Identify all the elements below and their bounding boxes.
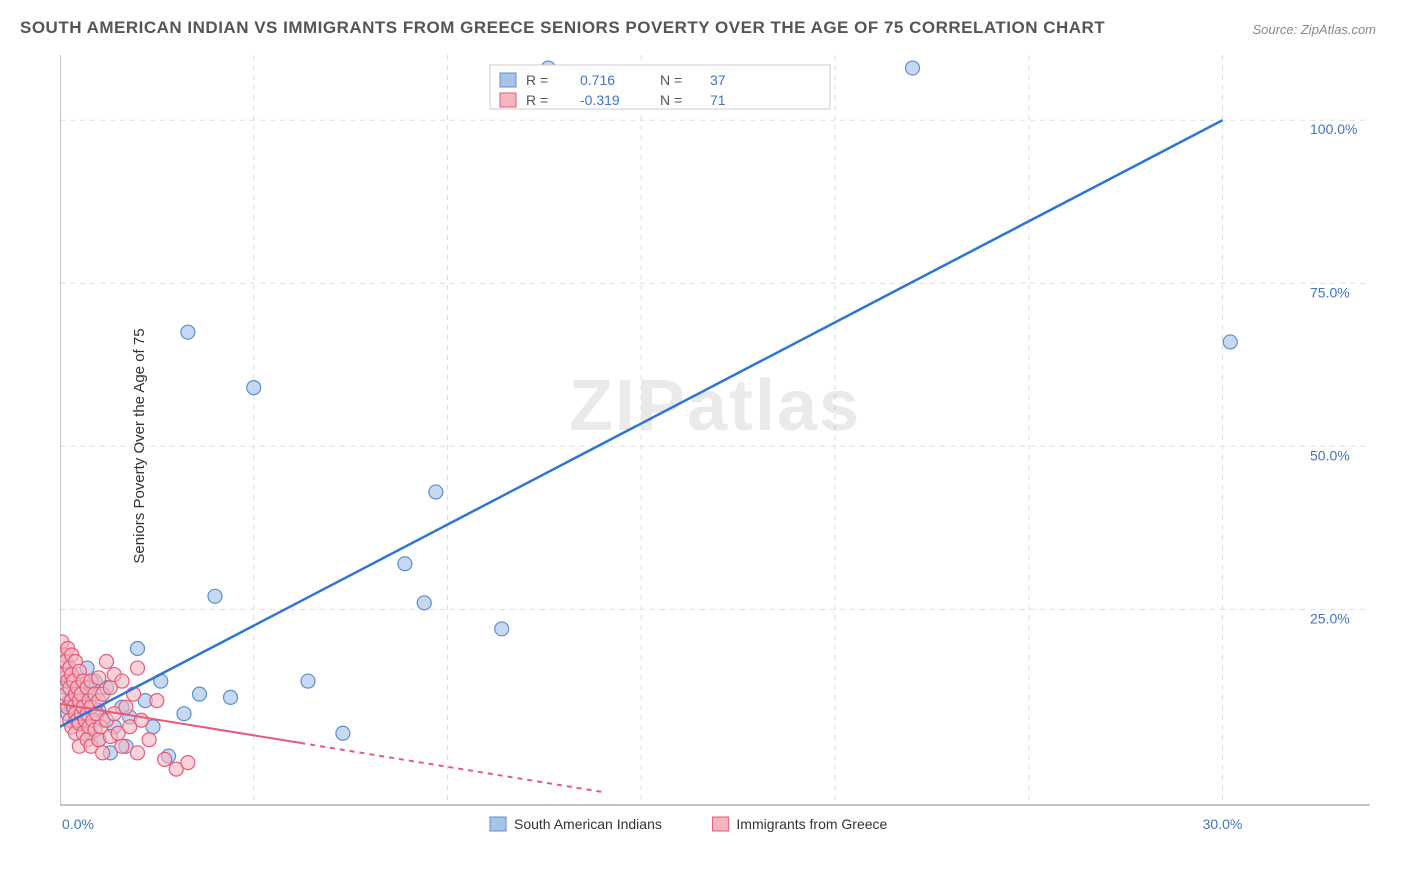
chart-svg: 25.0% 50.0% 75.0% 100.0% ZIPatlas 0.0% 30.0% R …	[60, 55, 1370, 845]
bottom-legend-swatch	[490, 817, 506, 831]
data-point	[247, 381, 261, 395]
legend-N-value: 71	[710, 92, 726, 108]
data-point	[115, 739, 129, 753]
watermark: ZIPatlas	[569, 366, 861, 446]
data-point	[131, 641, 145, 655]
data-point	[177, 707, 191, 721]
data-point	[150, 694, 164, 708]
chart-title: SOUTH AMERICAN INDIAN VS IMMIGRANTS FROM…	[20, 18, 1105, 38]
data-point	[301, 674, 315, 688]
data-point	[119, 700, 133, 714]
data-point	[158, 752, 172, 766]
legend-R-label: R =	[526, 92, 548, 108]
legend-N-label: N =	[660, 92, 682, 108]
data-point	[92, 671, 106, 685]
data-point	[224, 690, 238, 704]
data-point	[131, 661, 145, 675]
data-point	[429, 485, 443, 499]
data-point	[1223, 335, 1237, 349]
trend-line	[300, 743, 602, 792]
data-point	[417, 596, 431, 610]
legend-R-label: R =	[526, 72, 548, 88]
y-tick-label: 100.0%	[1310, 121, 1357, 137]
data-point	[131, 746, 145, 760]
data-point	[495, 622, 509, 636]
y-tick-label: 25.0%	[1310, 610, 1350, 626]
data-point	[181, 756, 195, 770]
y-tick-label: 50.0%	[1310, 447, 1350, 463]
data-point	[181, 325, 195, 339]
x-tick-label: 0.0%	[62, 816, 94, 832]
data-point	[142, 733, 156, 747]
data-point	[115, 674, 129, 688]
data-point	[193, 687, 207, 701]
data-point	[398, 557, 412, 571]
data-point	[100, 655, 114, 669]
legend-N-label: N =	[660, 72, 682, 88]
data-point	[208, 589, 222, 603]
bottom-legend-swatch	[712, 817, 728, 831]
legend-swatch	[500, 93, 516, 107]
legend-swatch	[500, 73, 516, 87]
legend-R-value: -0.319	[580, 92, 620, 108]
data-point	[96, 746, 110, 760]
data-point	[336, 726, 350, 740]
legend-R-value: 0.716	[580, 72, 615, 88]
legend-N-value: 37	[710, 72, 726, 88]
x-tick-label: 30.0%	[1203, 816, 1243, 832]
source-label: Source: ZipAtlas.com	[1252, 22, 1376, 37]
bottom-legend-label: Immigrants from Greece	[736, 816, 887, 832]
bottom-legend-label: South American Indians	[514, 816, 662, 832]
y-tick-label: 75.0%	[1310, 284, 1350, 300]
chart-area: 25.0% 50.0% 75.0% 100.0% ZIPatlas 0.0% 30.0% R …	[60, 55, 1370, 845]
data-point	[906, 61, 920, 75]
